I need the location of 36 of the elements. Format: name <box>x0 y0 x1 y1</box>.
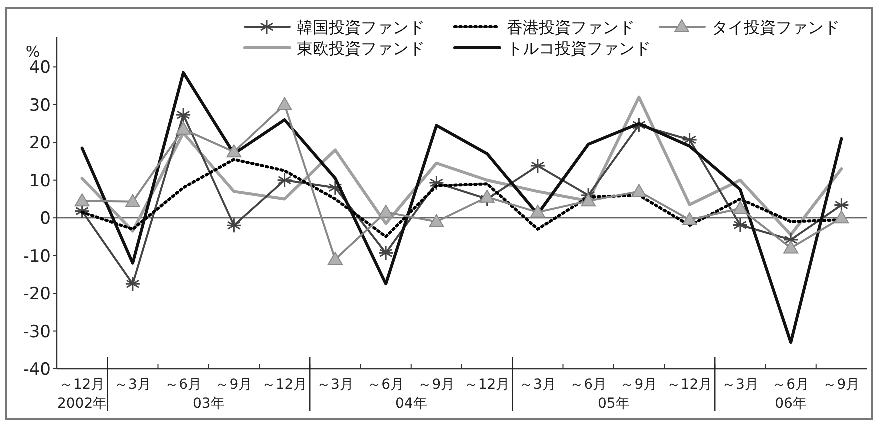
x-tick-label: ～9月 <box>418 377 456 393</box>
legend-label: タイ投資ファンド <box>712 18 840 37</box>
y-tick-label: 0 <box>40 209 51 230</box>
x-tick-label: ～12月 <box>59 377 106 393</box>
y-axis-title: % <box>26 43 40 61</box>
text: 06年 <box>775 396 807 412</box>
x-tick-label: ～9月 <box>620 377 658 393</box>
x-tick-label: ～9月 <box>823 377 860 393</box>
x-tick-label: ～6月 <box>368 377 405 393</box>
y-tick-label: -10 <box>23 246 51 267</box>
x-tick-label: ～12月 <box>262 377 308 393</box>
legend-label: 香港投資ファンド <box>507 18 635 37</box>
x-tick-label: ～3月 <box>722 377 759 393</box>
text: 2002年 <box>57 396 108 412</box>
x-tick-label: ～3月 <box>114 377 152 393</box>
x-tick-label: ～12月 <box>464 377 510 393</box>
y-tick-label: 20 <box>29 134 51 154</box>
legend-label: 韓国投資ファンド <box>297 18 425 37</box>
legend-label: 東欧投資ファンド <box>297 39 425 58</box>
y-tick-label: -20 <box>23 284 51 305</box>
x-tick-label: ～9月 <box>216 377 253 393</box>
text: 04年 <box>395 396 428 412</box>
text: 05年 <box>598 396 630 412</box>
y-tick-label: -30 <box>23 322 51 342</box>
y-tick-label: 40 <box>29 58 51 78</box>
y-tick-label: 10 <box>29 171 51 192</box>
y-tick-label: -40 <box>23 360 51 380</box>
x-tick-label: ～3月 <box>519 377 556 393</box>
x-tick-label: ～3月 <box>316 377 354 393</box>
x-tick-label: ～6月 <box>772 377 810 393</box>
x-tick-label: ～12月 <box>666 377 713 393</box>
x-tick-label: ～6月 <box>570 377 608 393</box>
x-tick-label: ～6月 <box>165 377 202 393</box>
y-tick-label: 30 <box>29 96 51 116</box>
legend-label: トルコ投資ファンド <box>507 39 651 58</box>
text: 03年 <box>192 396 225 412</box>
